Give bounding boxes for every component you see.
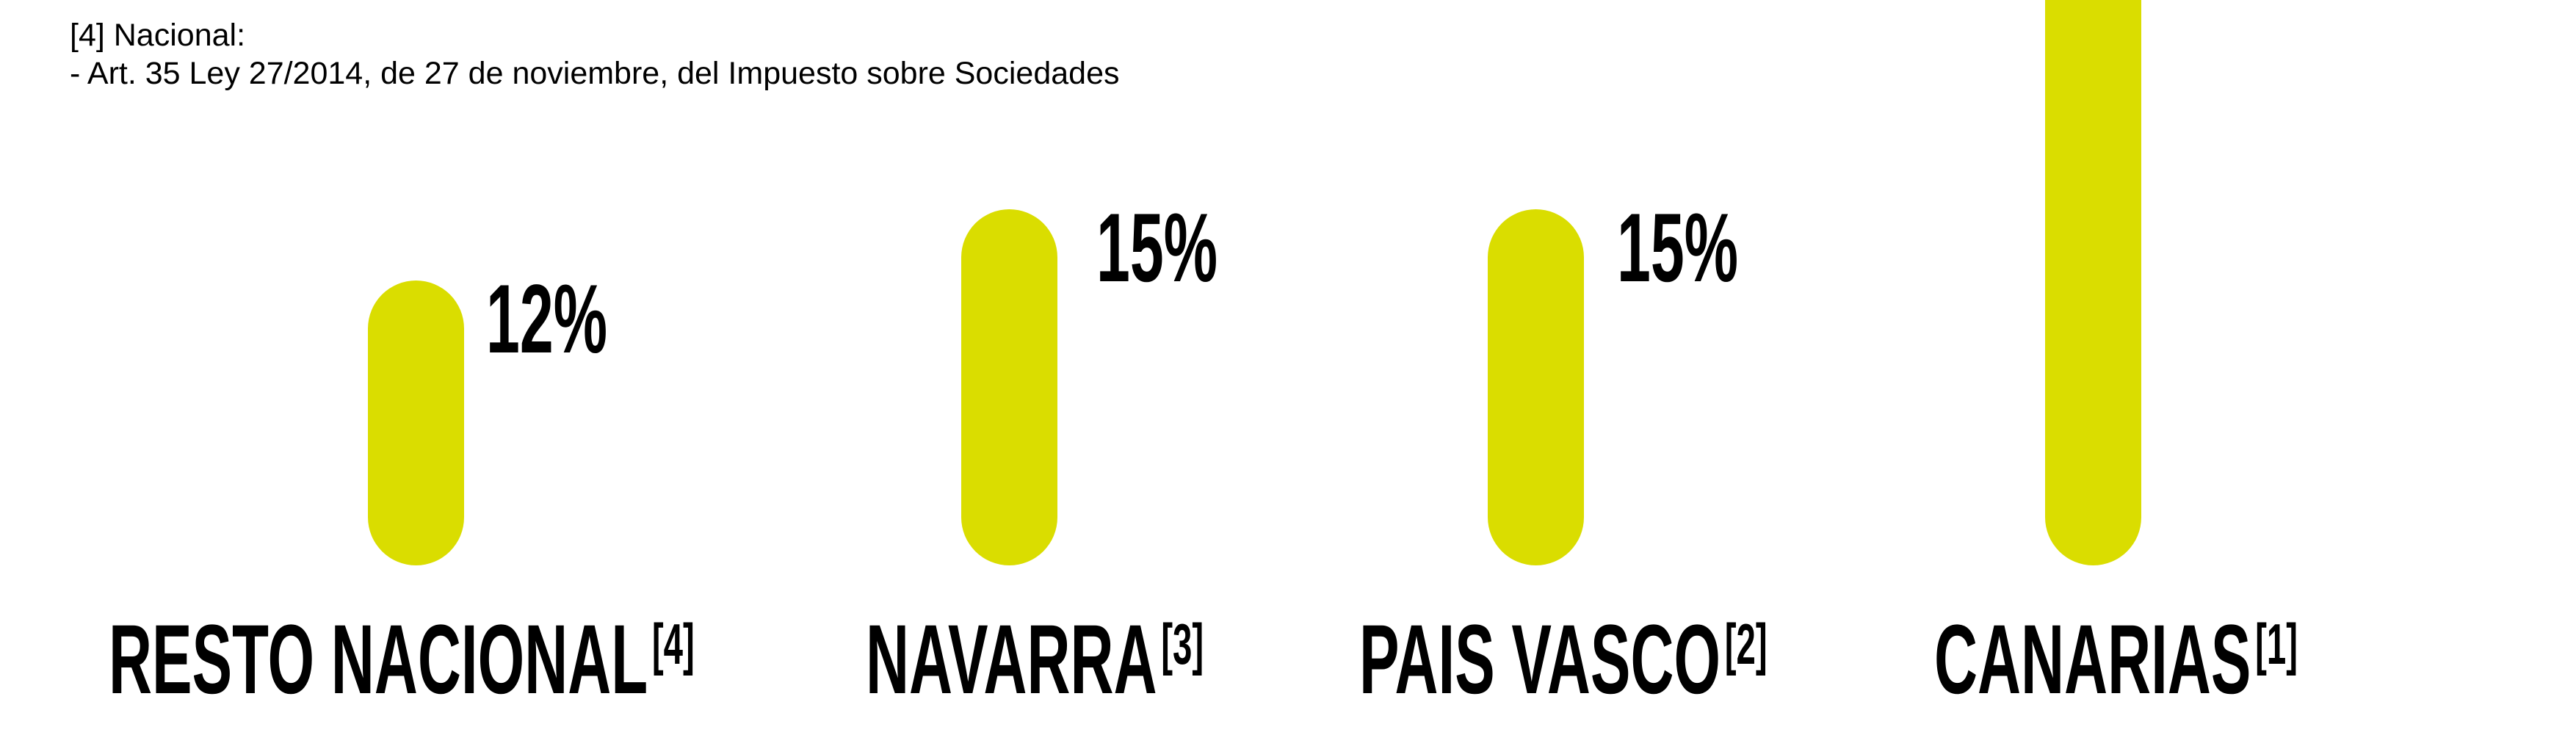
footnote-line-1: [4] Nacional: xyxy=(70,18,246,53)
value-label-pais-vasco: 15% xyxy=(1617,194,1739,303)
category-label-canarias: CANARIAS[1] xyxy=(1934,611,2298,709)
footnote-ref-badge: [1] xyxy=(2255,612,2298,676)
category-label-navarra: NAVARRA[3] xyxy=(866,611,1204,709)
footnote-ref-badge: [2] xyxy=(1724,612,1768,676)
category-text: NAVARRA xyxy=(866,605,1157,714)
value-label-resto-nacional: 12% xyxy=(486,265,608,374)
footnote: [4] Nacional: - Art. 35 Ley 27/2014, de … xyxy=(70,16,1119,93)
category-text: RESTO NACIONAL xyxy=(109,605,648,714)
value-label-navarra: 15% xyxy=(1096,194,1218,303)
category-text: CANARIAS xyxy=(1934,605,2251,714)
category-text: PAIS VASCO xyxy=(1359,605,1721,714)
category-label-pais-vasco: PAIS VASCO[2] xyxy=(1359,611,1768,709)
footnote-ref-badge: [3] xyxy=(1161,612,1204,676)
bar-resto-nacional xyxy=(368,280,464,565)
category-label-resto-nacional: RESTO NACIONAL[4] xyxy=(109,611,695,709)
bar-navarra xyxy=(961,209,1057,565)
footnote-ref-badge: [4] xyxy=(651,612,695,676)
bar-pais-vasco xyxy=(1488,209,1584,565)
bar-canarias xyxy=(2045,0,2141,565)
footnote-line-2: - Art. 35 Ley 27/2014, de 27 de noviembr… xyxy=(70,56,1120,92)
